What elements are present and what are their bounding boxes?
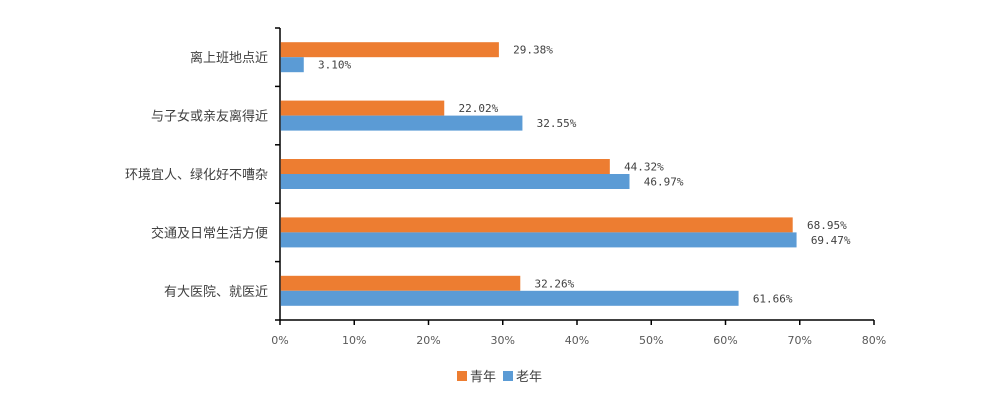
category-label: 有大医院、就医近 (164, 285, 268, 300)
x-tick-label: 50% (639, 334, 663, 347)
data-label: 3.10% (318, 59, 351, 72)
x-tick-label: 30% (491, 334, 515, 347)
category-label: 与子女或亲友离得近 (151, 109, 268, 125)
bar-series1 (280, 42, 499, 58)
bar-series2 (280, 174, 630, 189)
bar-series1 (280, 159, 610, 174)
legend-swatch (503, 371, 513, 381)
data-label: 44.32% (624, 161, 664, 174)
bars-layer (280, 42, 797, 306)
bar-series2 (280, 115, 523, 131)
data-label: 61.66% (753, 292, 793, 305)
axes-layer: 0% 10% 20% 30% 40% 50% 60% 70% 80% (271, 27, 886, 347)
data-label: 32.26% (535, 277, 575, 290)
legend-swatch (457, 371, 467, 381)
x-tick-label: 80% (862, 334, 886, 347)
x-tick-label: 60% (713, 334, 737, 347)
data-label: 68.95% (807, 219, 847, 232)
x-tick-label: 0% (271, 334, 288, 347)
bar-series1 (280, 217, 793, 233)
bar-series2 (280, 57, 304, 73)
bar-series2 (280, 232, 797, 248)
x-tick-label: 10% (342, 334, 366, 347)
x-tick-label: 70% (788, 334, 812, 347)
legend-label: 老年 (516, 370, 542, 385)
bar-series1 (280, 100, 445, 116)
data-label: 22.02% (458, 102, 498, 115)
bar-series1 (280, 275, 521, 291)
data-label: 69.47% (811, 234, 851, 247)
labels-layer: 离上班地点近与子女或亲友离得近环境宜人、绿化好不嘈杂交通及日常生活方便有大医院、… (125, 44, 851, 306)
x-tick-label: 20% (416, 334, 440, 347)
legend: 青年 老年 (457, 370, 542, 385)
data-label: 29.38% (513, 44, 553, 57)
data-label: 46.97% (644, 176, 684, 189)
x-tick-label: 40% (565, 334, 589, 347)
bar-series2 (280, 290, 739, 306)
category-label: 交通及日常生活方便 (151, 225, 268, 241)
legend-label: 青年 (470, 370, 496, 385)
category-label: 离上班地点近 (190, 50, 268, 66)
category-label: 环境宜人、绿化好不嘈杂 (125, 168, 268, 183)
data-label: 32.55% (537, 117, 577, 130)
